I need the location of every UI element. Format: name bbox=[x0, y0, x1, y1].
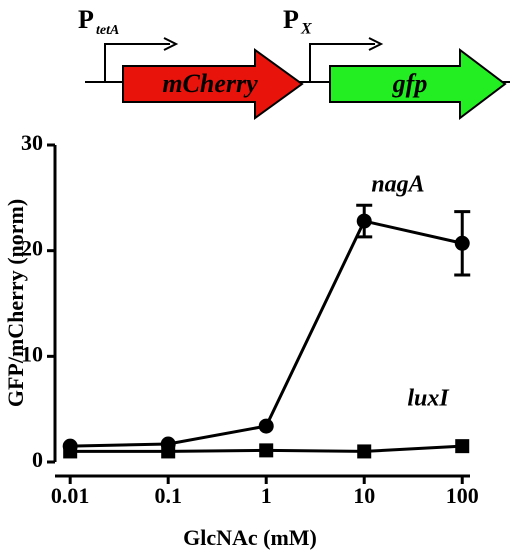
x-tick-label: 100 bbox=[446, 483, 479, 508]
x-tick-label: 0.01 bbox=[51, 483, 90, 508]
y-tick-label: 0 bbox=[32, 447, 43, 472]
promoter-label: P bbox=[283, 5, 299, 34]
construct-diagram: mCherry gfp P tetA P X bbox=[78, 5, 510, 121]
promoter-arrow-head bbox=[163, 37, 179, 51]
series-label: luxI bbox=[407, 386, 450, 412]
data-point bbox=[357, 444, 372, 459]
y-tick-label: 10 bbox=[21, 341, 43, 366]
x-tick-label: 0.1 bbox=[154, 483, 182, 508]
x-tick-label: 10 bbox=[353, 483, 375, 508]
x-tick-label: 1 bbox=[261, 483, 272, 508]
data-point bbox=[259, 443, 274, 458]
data-point bbox=[454, 235, 470, 251]
series-line bbox=[70, 219, 463, 448]
series-label: nagA bbox=[371, 172, 424, 198]
promoter-label: P bbox=[78, 5, 94, 34]
gene-arrow bbox=[122, 48, 304, 120]
promoter-arrow-head bbox=[368, 37, 384, 51]
x-axis-label: GlcNAc (mM) bbox=[183, 525, 317, 550]
gene-arrow bbox=[329, 47, 507, 121]
promoter-subscript: tetA bbox=[96, 23, 119, 38]
promoter-arrow bbox=[309, 43, 375, 82]
data-point bbox=[455, 439, 470, 454]
data-point bbox=[161, 444, 176, 459]
data-point bbox=[356, 213, 372, 229]
data-point bbox=[258, 418, 274, 434]
promoter-subscript: X bbox=[300, 21, 312, 38]
gene-label: gfp bbox=[392, 69, 428, 98]
y-axis-label: GFP/mCherry (norm) bbox=[3, 199, 28, 407]
promoter-arrow bbox=[104, 43, 170, 82]
gene-label: mCherry bbox=[162, 69, 258, 98]
y-tick-label: 30 bbox=[21, 130, 43, 155]
data-point bbox=[63, 444, 78, 459]
y-tick-label: 20 bbox=[21, 236, 43, 261]
